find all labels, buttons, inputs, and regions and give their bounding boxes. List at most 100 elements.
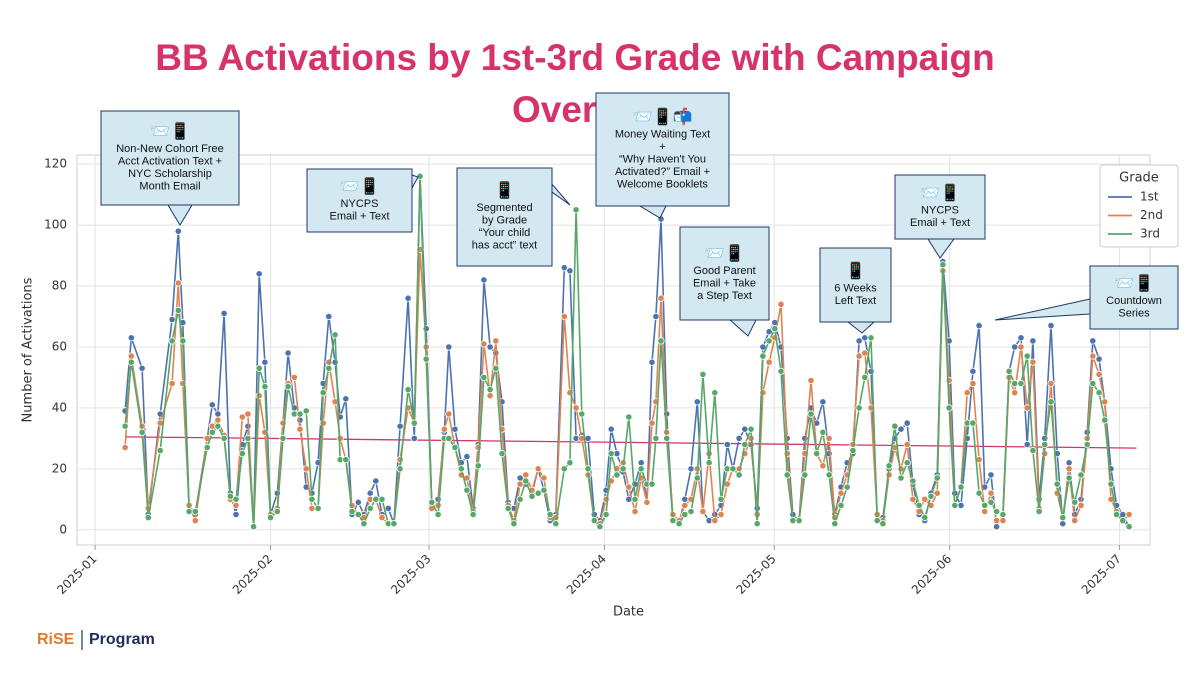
data-point	[451, 443, 459, 452]
data-point	[903, 459, 911, 467]
data-point	[652, 312, 660, 321]
data-point	[463, 486, 471, 494]
footer-logo: RiSE	[37, 631, 75, 648]
data-point	[975, 489, 983, 497]
data-point	[1011, 389, 1019, 397]
y-axis-label: Number of Activations	[21, 277, 36, 422]
data-point	[1059, 520, 1067, 528]
data-point	[191, 507, 199, 516]
callout-seam	[538, 168, 552, 192]
data-point	[1125, 523, 1133, 531]
data-point	[987, 489, 995, 497]
data-point	[879, 520, 887, 528]
data-point	[445, 410, 453, 418]
data-point	[445, 434, 453, 442]
data-point	[1065, 459, 1073, 467]
data-point	[753, 520, 761, 528]
data-point	[927, 492, 935, 500]
data-point	[296, 425, 304, 433]
callout-box	[100, 110, 240, 206]
data-point	[693, 398, 701, 406]
data-point	[396, 422, 404, 430]
chart-title: Over	[512, 89, 596, 130]
data-point	[885, 462, 893, 470]
data-point	[250, 523, 258, 531]
data-point	[1077, 501, 1085, 509]
data-point	[831, 520, 839, 528]
data-point	[957, 483, 965, 491]
data-point	[463, 452, 471, 461]
data-point	[735, 471, 743, 479]
callout-text: +	[659, 141, 665, 153]
data-point	[1107, 480, 1115, 488]
data-point	[302, 407, 310, 415]
callout-icons: 📨📱📬	[633, 107, 693, 126]
data-point	[302, 465, 310, 473]
data-point	[480, 373, 488, 381]
data-point	[261, 382, 269, 391]
data-point	[319, 419, 327, 427]
data-point	[771, 325, 779, 333]
data-point	[987, 498, 995, 506]
callout-box	[1089, 265, 1179, 330]
data-point	[837, 501, 845, 509]
data-point	[284, 382, 292, 391]
data-point	[1101, 416, 1109, 424]
callout-box	[306, 168, 413, 233]
data-point	[255, 364, 263, 372]
data-point	[410, 419, 418, 427]
data-point	[891, 422, 899, 430]
data-point	[1083, 440, 1091, 449]
footer-program: Program	[89, 631, 155, 648]
data-point	[354, 510, 362, 519]
data-point	[909, 495, 917, 503]
data-point	[837, 489, 845, 497]
data-point	[759, 352, 767, 360]
data-point	[445, 343, 453, 351]
data-point	[255, 392, 263, 400]
y-tick-label: 80	[52, 279, 67, 293]
data-point	[867, 367, 875, 375]
data-point	[127, 352, 135, 360]
data-point	[1119, 516, 1127, 525]
data-point	[522, 477, 530, 485]
data-point	[384, 504, 392, 512]
data-point	[825, 434, 833, 442]
data-point	[121, 422, 129, 430]
data-point	[528, 492, 536, 500]
data-point	[168, 315, 176, 324]
data-point	[777, 367, 785, 375]
callout: 📨📱📬 Money Waiting Text+“Why Haven't YouAc…	[595, 92, 730, 219]
data-point	[348, 507, 356, 516]
data-point	[675, 520, 683, 528]
callout-box	[595, 92, 730, 207]
data-point	[474, 462, 482, 470]
data-point	[566, 267, 574, 275]
data-point	[226, 492, 234, 500]
data-point	[1017, 334, 1025, 342]
data-point	[987, 471, 995, 479]
data-point	[903, 419, 911, 427]
callout-seam	[394, 169, 412, 188]
data-point	[1029, 337, 1037, 345]
data-point	[396, 465, 404, 473]
data-point	[331, 358, 339, 366]
data-point	[474, 443, 482, 452]
callout-text: has acct” text	[472, 240, 537, 252]
callout-text: a Step Text	[697, 290, 752, 302]
data-point	[648, 480, 656, 488]
data-point	[410, 434, 418, 442]
data-point	[266, 513, 275, 522]
data-point	[354, 498, 362, 506]
data-point	[516, 495, 524, 503]
data-point	[584, 434, 592, 442]
data-point	[416, 172, 424, 180]
data-point	[261, 358, 269, 366]
data-point	[174, 279, 182, 287]
data-point	[1047, 321, 1055, 330]
data-point	[572, 404, 580, 412]
data-point	[492, 364, 500, 372]
legend-title: Grade	[1119, 171, 1159, 186]
data-point	[214, 410, 222, 418]
